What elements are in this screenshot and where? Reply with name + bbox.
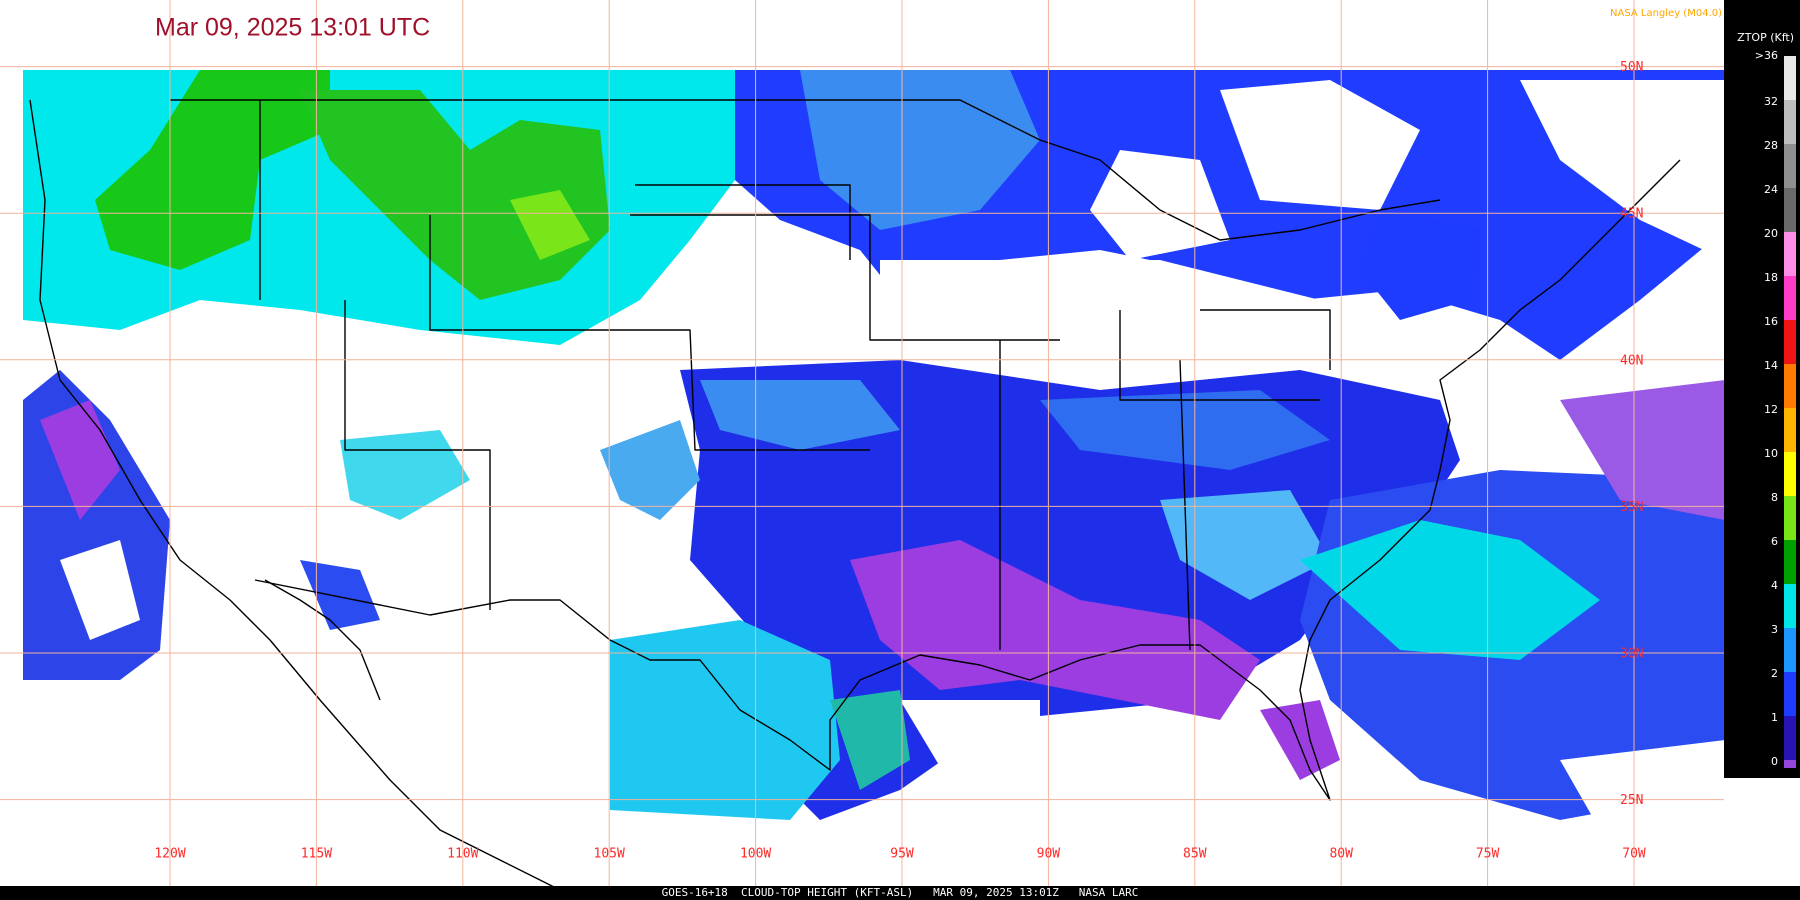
colorbar-label: 28 (1764, 139, 1778, 152)
colorbar-label: 3 (1771, 623, 1778, 636)
colorbar-swatch (1784, 628, 1796, 672)
latitude-label: 25N (1620, 793, 1643, 808)
colorbar-label: >36 (1755, 49, 1778, 62)
colorbar-swatch (1784, 144, 1796, 188)
colorbar-label: 32 (1764, 95, 1778, 108)
colorbar-label: 16 (1764, 315, 1778, 328)
colorbar-swatch (1784, 276, 1796, 320)
latitude-label: 30N (1620, 647, 1643, 662)
longitude-label: 75W (1476, 847, 1500, 862)
footer-bar (0, 886, 1800, 900)
colorbar-swatch (1784, 496, 1796, 540)
grid-labels: 50N 45N 40N 35N 30N 25N 120W 115W 110W 105W 100W 95… (154, 60, 1646, 861)
credit: NASA Langley (M04.0) (1610, 8, 1722, 19)
colorbar-swatch (1784, 232, 1796, 276)
longitude-label: 110W (447, 847, 478, 862)
latitude-label: 40N (1620, 353, 1643, 368)
longitude-label: 100W (740, 847, 771, 862)
colorbar-label: 4 (1771, 579, 1778, 592)
latitude-label: 50N (1620, 60, 1643, 75)
colorbar-label: 12 (1764, 403, 1778, 416)
longitude-label: 120W (154, 847, 185, 862)
colorbar-label: 14 (1764, 359, 1778, 372)
coastlines (29, 99, 1681, 891)
footer-text: GOES-16+18 CLOUD-TOP HEIGHT (KFT-ASL) MA… (662, 886, 1139, 899)
colorbar-label: 1 (1771, 711, 1778, 724)
timestamp-title: Mar 09, 2025 13:01 UTC (155, 14, 430, 42)
colorbar-swatch (1784, 188, 1796, 232)
colorbar-swatch (1784, 716, 1796, 760)
colorbar-label: 20 (1764, 227, 1778, 240)
colorbar-label: 8 (1771, 491, 1778, 504)
longitude-label: 80W (1329, 847, 1353, 862)
longitude-label: 90W (1037, 847, 1061, 862)
colorbar-label: 18 (1764, 271, 1778, 284)
latitude-label: 45N (1620, 207, 1643, 222)
colorbar-label: 2 (1771, 667, 1778, 680)
longitude-label: 115W (301, 847, 332, 862)
lat-lon-grid (0, 0, 1724, 886)
colorbar-swatch (1784, 452, 1796, 496)
latitude-label: 35N (1620, 500, 1643, 515)
colorbar-swatch (1784, 540, 1796, 584)
longitude-label: 105W (594, 847, 625, 862)
colorbar-swatch (1784, 672, 1796, 716)
longitude-label: 95W (890, 847, 914, 862)
longitude-label: 85W (1183, 847, 1207, 862)
colorbar-swatch (1784, 408, 1796, 452)
colorbar-swatch (1784, 584, 1796, 628)
colorbar-swatch (1784, 364, 1796, 408)
colorbar-label: 0 (1771, 755, 1778, 768)
cloud-imagery (23, 70, 1725, 830)
colorbar-swatch (1784, 56, 1796, 100)
colorbar-label: 6 (1771, 535, 1778, 548)
colorbar-swatch (1784, 760, 1796, 768)
colorbar-swatch (1784, 320, 1796, 364)
colorbar-label: 10 (1764, 447, 1778, 460)
colorbar-swatch (1784, 100, 1796, 144)
longitude-label: 70W (1622, 847, 1646, 862)
colorbar-label: 24 (1764, 183, 1778, 196)
colorbar-title: ZTOP (Kft) (1737, 31, 1794, 44)
